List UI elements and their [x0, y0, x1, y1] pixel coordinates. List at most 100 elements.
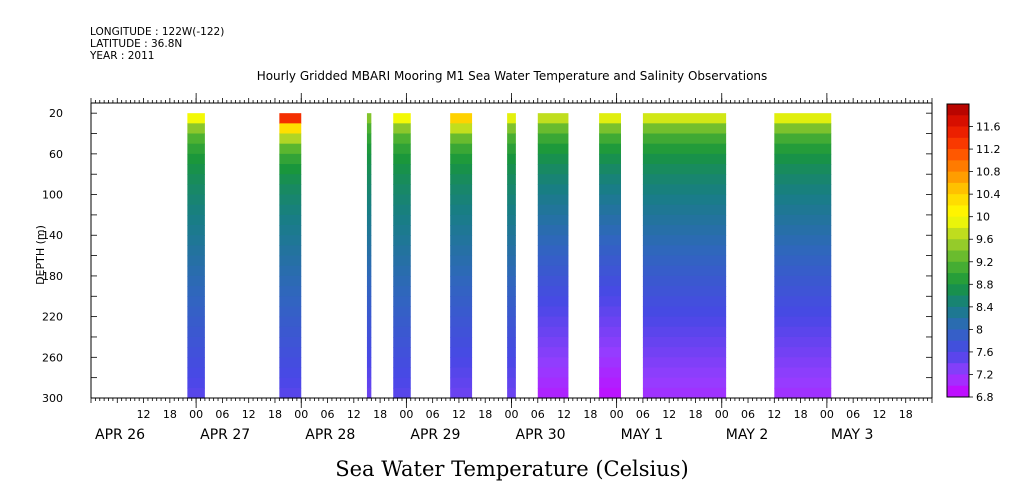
data-cell	[599, 123, 622, 135]
data-cell	[393, 347, 411, 358]
data-cell	[774, 275, 832, 287]
data-cell	[642, 275, 727, 287]
data-cell	[450, 235, 473, 247]
data-cell	[507, 296, 516, 308]
data-cell	[393, 164, 411, 175]
data-cell	[393, 133, 411, 145]
data-cell	[642, 123, 727, 135]
data-cell	[599, 245, 622, 257]
colorbar-label: 11.6	[976, 121, 1001, 134]
data-cell	[187, 347, 205, 358]
data-cell	[187, 143, 205, 155]
colorbar-label: 6.8	[976, 391, 994, 404]
data-cell	[393, 143, 411, 155]
data-cell	[187, 275, 205, 287]
x-axis-label: Sea Water Temperature (Celsius)	[335, 457, 689, 481]
data-cell	[599, 174, 622, 185]
data-cell	[450, 367, 473, 379]
x-hour-label: 12	[872, 408, 886, 421]
data-cell	[774, 316, 832, 328]
data-cell	[537, 113, 569, 124]
data-cell	[774, 357, 832, 369]
data-cell	[187, 387, 205, 399]
colorbar-bin	[947, 261, 969, 274]
data-cell	[537, 174, 569, 185]
colorbar-bin	[947, 318, 969, 330]
colorbar-bin	[947, 273, 969, 285]
data-cell	[187, 133, 205, 145]
x-hour-label: 18	[478, 408, 492, 421]
x-hour-label: 00	[189, 408, 203, 421]
x-hour-label: 00	[820, 408, 834, 421]
data-cell	[187, 296, 205, 308]
data-cell	[774, 164, 832, 175]
data-segment-1	[279, 113, 302, 399]
data-cell	[599, 347, 622, 358]
data-cell	[450, 184, 473, 196]
data-cell	[507, 316, 516, 328]
data-segment-4	[450, 113, 473, 399]
x-hour-label: 00	[399, 408, 413, 421]
x-hour-label: 12	[452, 408, 466, 421]
colorbar-bin	[947, 182, 969, 195]
data-cell	[774, 153, 832, 165]
data-cell	[599, 326, 622, 338]
data-cell	[450, 255, 473, 267]
data-cell	[279, 194, 302, 206]
data-cell	[599, 286, 622, 297]
data-cell	[279, 255, 302, 267]
data-cell	[187, 265, 205, 277]
data-cell	[187, 377, 205, 389]
data-cell	[450, 306, 473, 318]
x-hour-label: 12	[347, 408, 361, 421]
data-cell	[187, 204, 205, 216]
data-cell	[366, 225, 372, 236]
data-cell	[279, 225, 302, 236]
colorbar-bin	[947, 115, 969, 127]
data-cell	[537, 235, 569, 247]
y-axis-label: DEPTH (m)	[34, 225, 47, 285]
data-cell	[450, 153, 473, 165]
data-cell	[279, 347, 302, 358]
data-cell	[774, 204, 832, 216]
x-hour-label: 18	[163, 408, 177, 421]
data-cell	[366, 326, 372, 338]
data-cell	[642, 245, 727, 257]
colorbar-bin	[947, 137, 969, 150]
x-hour-label: 12	[137, 408, 151, 421]
data-cell	[393, 316, 411, 328]
colorbar-bin	[947, 149, 969, 161]
y-tick-label: 260	[42, 351, 63, 364]
data-cell	[599, 133, 622, 145]
data-cell	[366, 255, 372, 267]
x-day-label: APR 30	[516, 427, 566, 443]
colorbar-label: 11.2	[976, 143, 1001, 156]
data-cell	[599, 296, 622, 308]
data-cell	[537, 316, 569, 328]
x-hour-label: 18	[794, 408, 808, 421]
data-cell	[537, 387, 569, 399]
colorbar-bin	[947, 239, 969, 251]
data-cell	[450, 347, 473, 358]
data-cell	[507, 326, 516, 338]
data-cell	[642, 194, 727, 206]
data-cell	[393, 225, 411, 236]
data-cell	[774, 347, 832, 358]
data-cell	[279, 367, 302, 379]
data-cell	[537, 336, 569, 348]
data-cell	[642, 265, 727, 277]
data-cell	[642, 235, 727, 247]
colorbar-label: 7.2	[976, 368, 994, 381]
data-cell	[450, 275, 473, 287]
data-cell	[393, 174, 411, 185]
y-tick-label: 60	[49, 148, 63, 161]
data-cell	[187, 153, 205, 165]
data-cell	[366, 387, 372, 399]
colorbar-bin	[947, 126, 969, 139]
data-cell	[599, 204, 622, 216]
data-cell	[507, 245, 516, 257]
data-cell	[537, 286, 569, 297]
data-cell	[774, 133, 832, 145]
data-cell	[537, 194, 569, 206]
data-cell	[599, 225, 622, 236]
